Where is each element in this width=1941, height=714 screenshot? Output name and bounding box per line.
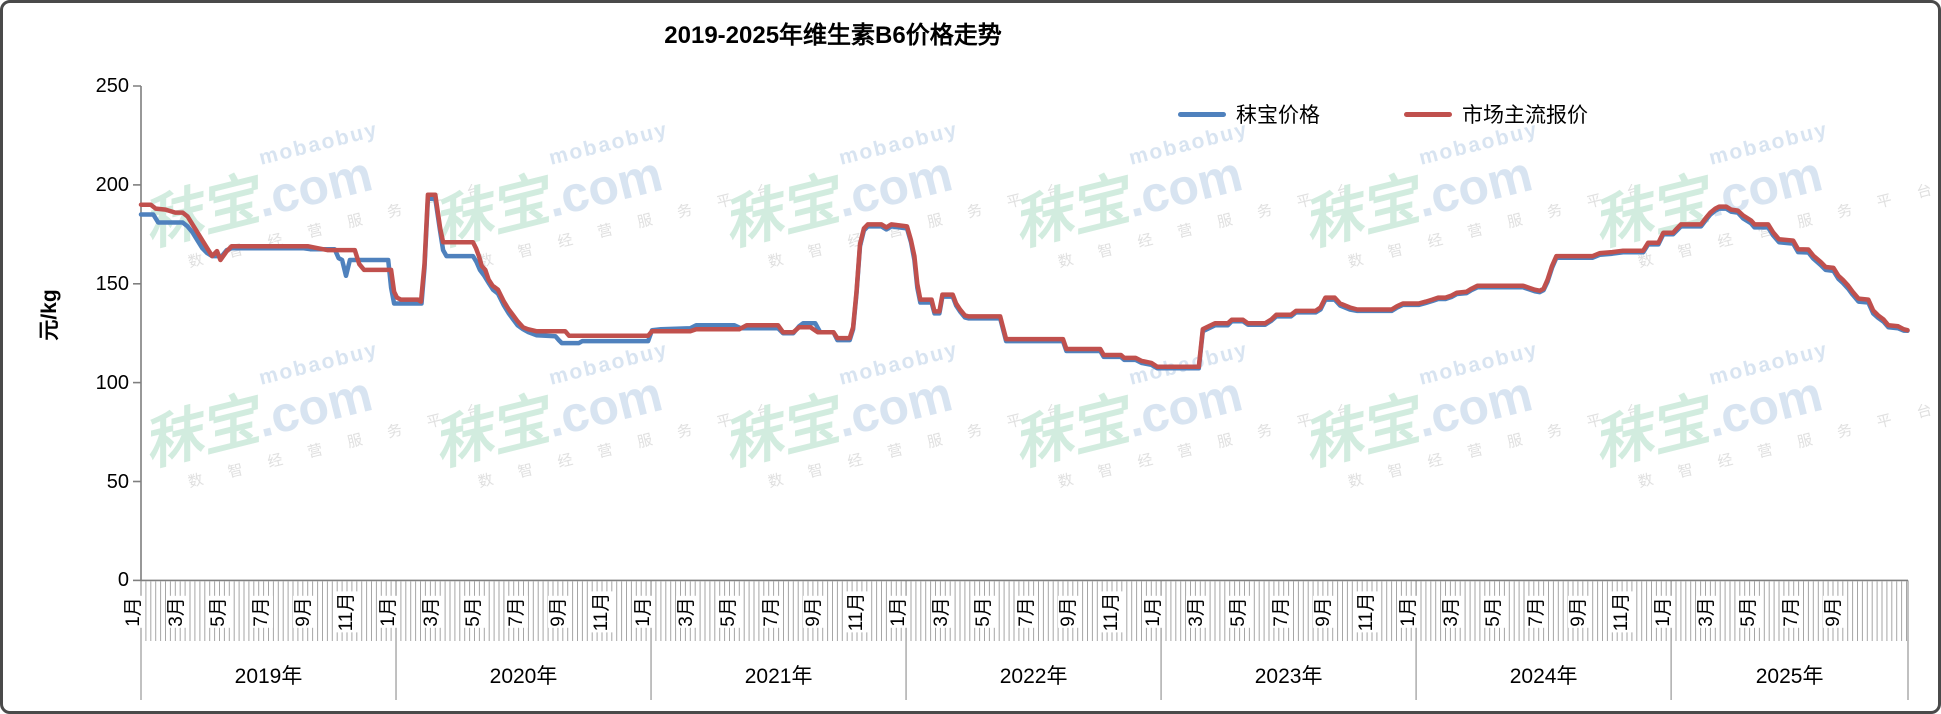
y-axis-tick-label: 100 (95, 371, 129, 394)
x-axis-month-label: 1月 (1398, 596, 1421, 628)
x-axis-month-label: 5月 (718, 596, 740, 628)
x-axis-month-label: 3月 (165, 596, 188, 628)
x-axis-month-label: 5月 (1483, 596, 1506, 628)
x-axis-month-label: 1月 (1653, 596, 1676, 628)
legend-swatch-blue-line (1178, 111, 1226, 117)
x-axis-month-label: 9月 (1568, 596, 1591, 628)
x-axis-month-label: 3月 (930, 596, 953, 628)
x-axis-month-label: 3月 (675, 596, 698, 628)
x-axis-year-label: 2020年 (489, 665, 558, 688)
legend-label: 市场主流报价 (1462, 104, 1588, 127)
x-axis-month-label: 9月 (293, 596, 315, 628)
legend-label: 秣宝价格 (1236, 104, 1320, 127)
x-axis-month-label: 5月 (973, 596, 996, 628)
y-axis-tick-label: 250 (95, 75, 129, 97)
x-axis-month-label: 9月 (1058, 596, 1081, 628)
x-axis-month-label: 11月 (1355, 591, 1378, 633)
legend: 秣宝价格 市场主流报价 (1178, 99, 1588, 129)
x-axis-year-label: 2025年 (1755, 665, 1824, 688)
x-axis-month-label: 9月 (548, 596, 570, 628)
series-line (138, 196, 1910, 371)
x-axis-year-label: 2019年 (234, 665, 303, 688)
chart-title: 2019-2025年维生素B6价格走势 (664, 22, 1002, 49)
x-axis-month-label: 11月 (845, 591, 868, 633)
x-axis-year-label: 2021年 (744, 665, 813, 688)
x-axis-month-label: 7月 (505, 596, 528, 628)
y-axis-title: 元/kg (38, 289, 61, 341)
x-axis-month-label: 7月 (760, 596, 783, 628)
x-axis-year-label: 2022年 (999, 665, 1068, 688)
series-line (138, 192, 1910, 370)
x-axis-month-label: 7月 (1270, 596, 1293, 628)
x-axis-month-label: 11月 (335, 591, 358, 633)
x-axis-month-label: 7月 (1525, 596, 1548, 628)
legend-swatch-red-line (1404, 111, 1452, 117)
y-axis-tick-label: 50 (106, 470, 129, 493)
x-axis-month-label: 7月 (1780, 596, 1803, 628)
x-axis-month-label: 1月 (378, 596, 400, 628)
x-axis-month-label: 5月 (1228, 596, 1251, 628)
x-axis-month-label: 11月 (1610, 591, 1633, 633)
x-axis-month-label: 7月 (1015, 596, 1038, 628)
legend-item-market-quote: 市场主流报价 (1404, 99, 1588, 129)
y-axis-tick-label: 150 (95, 272, 129, 295)
x-axis-month-label: 9月 (803, 596, 826, 628)
x-axis-year-label: 2024年 (1509, 665, 1578, 688)
x-axis-month-label: 1月 (633, 596, 655, 628)
x-axis-month-label: 1月 (1143, 596, 1166, 628)
x-axis-month-label: 5月 (463, 596, 485, 628)
x-axis-month-label: 9月 (1313, 596, 1336, 628)
y-axis-tick-label: 0 (117, 569, 129, 592)
x-axis-month-label: 3月 (1695, 596, 1718, 628)
x-axis-month-label: 1月 (123, 596, 145, 628)
x-axis-month-label: 5月 (1738, 596, 1761, 628)
x-axis-month-label: 11月 (590, 591, 613, 633)
x-axis-month-label: 7月 (250, 596, 273, 628)
y-axis-tick-label: 200 (95, 173, 129, 196)
x-axis-month-label: 1月 (888, 596, 911, 628)
x-axis-month-label: 3月 (420, 596, 443, 628)
x-axis-month-label: 3月 (1440, 596, 1463, 628)
x-axis-month-label: 5月 (208, 596, 230, 628)
x-axis-month-label: 11月 (1100, 591, 1123, 633)
x-axis-month-label: 3月 (1185, 596, 1208, 628)
x-axis-month-label: 9月 (1823, 596, 1846, 628)
legend-item-mobao-price: 秣宝价格 (1178, 99, 1320, 129)
x-axis-year-label: 2023年 (1254, 665, 1323, 688)
